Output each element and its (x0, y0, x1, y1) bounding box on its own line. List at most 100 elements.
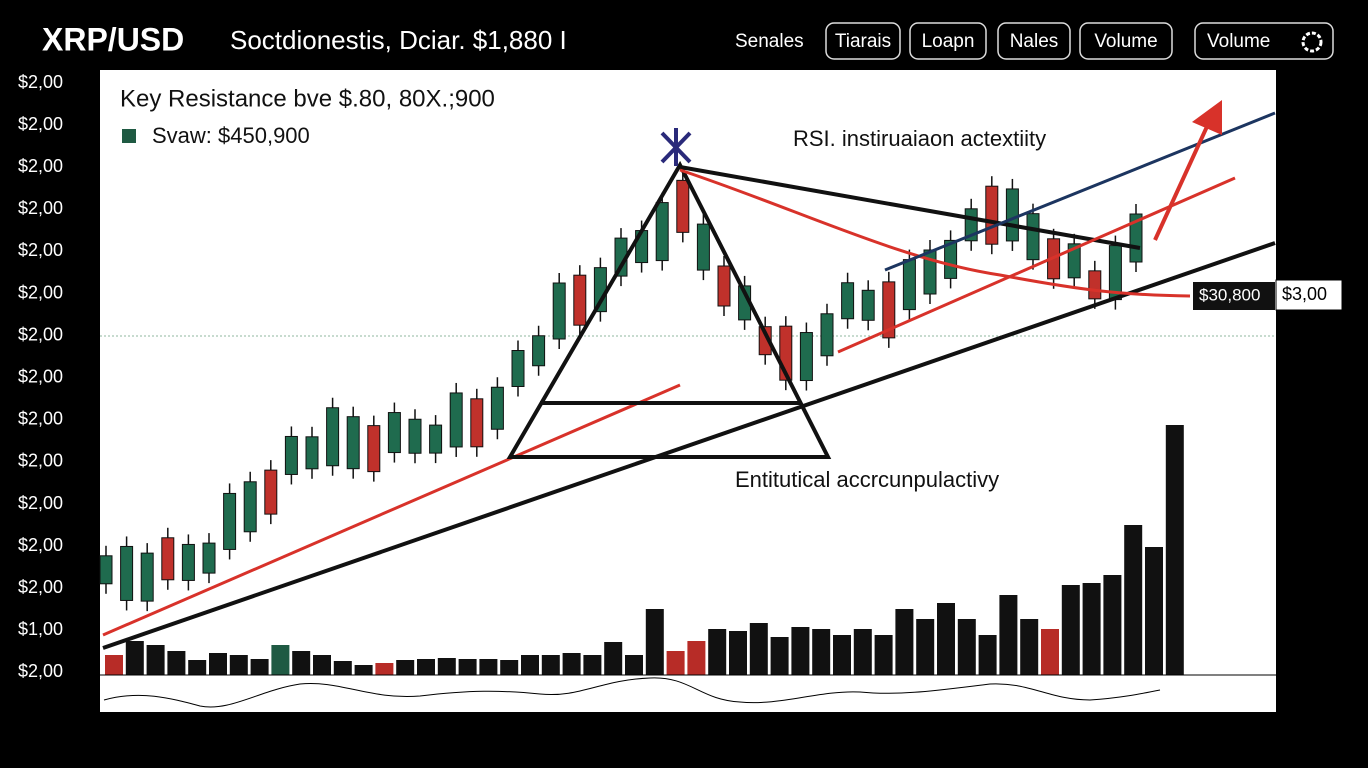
blue-channel (884, 111, 1276, 272)
volume-bar (645, 609, 664, 675)
volume-bar (479, 659, 498, 675)
y-tick-label: $1,00 (18, 619, 63, 639)
candle-body (120, 545, 134, 601)
price-box (1193, 282, 1275, 310)
x-tick-label: Jun (1090, 722, 1119, 742)
legend: Svaw: $450,900 (152, 123, 310, 148)
red-curve (679, 168, 1191, 298)
y-tick-label: $2,00 (18, 366, 63, 386)
tab-label[interactable]: Volume (1094, 31, 1157, 52)
volume-bar (229, 655, 248, 675)
volume-bar (417, 659, 435, 675)
candle-body (1129, 213, 1143, 263)
y-tick-label: $2,00 (18, 114, 63, 134)
candle-body (511, 350, 525, 387)
arrow-shaft (1153, 119, 1212, 241)
candle-body (387, 412, 401, 454)
tab-label: Senales (735, 31, 804, 52)
volume-bar (895, 609, 914, 675)
candle-body (305, 436, 319, 470)
tab-label[interactable]: Loapn (922, 31, 975, 52)
y2-tick-label: $1.00 (1286, 535, 1331, 555)
candle-body (429, 424, 443, 454)
candle-body (161, 537, 175, 581)
y2-tick-label: $1.00 (1286, 577, 1331, 597)
candle-body (1067, 243, 1081, 279)
volume-bar (271, 645, 290, 675)
volume-bar (500, 660, 519, 675)
volume-bar (708, 629, 727, 675)
volume-bar (1041, 629, 1059, 675)
y2-tick-label: $1.00 (1286, 661, 1331, 681)
price-box (1275, 279, 1343, 311)
candle-body (820, 313, 834, 357)
volume-bar (1124, 525, 1143, 675)
volume-bar (458, 659, 477, 675)
candle-body (985, 185, 999, 245)
candle-body (799, 332, 813, 382)
volume-bar (937, 603, 955, 675)
tab-button[interactable] (997, 22, 1071, 60)
volume-bar (541, 655, 560, 675)
tab-button[interactable] (909, 22, 987, 60)
tab-label[interactable]: Nales (1010, 31, 1059, 52)
candle-body (408, 418, 422, 454)
volume-bar (188, 660, 207, 675)
y2-tick-label: $2,00 (1286, 72, 1331, 92)
candle-body (449, 392, 463, 448)
candle-body (861, 289, 875, 321)
volume-bar (250, 659, 269, 675)
volume-bar (978, 635, 997, 675)
volume-bar (146, 645, 165, 675)
volume-bar (209, 653, 227, 675)
price-box-text: $30,800 (1199, 285, 1260, 304)
candle-body (346, 416, 360, 470)
y2-tick-label: $1.00 (1286, 409, 1331, 429)
candle-body (140, 552, 154, 602)
volume-bar (770, 637, 789, 675)
x-tick-label: Aoan (779, 722, 821, 742)
candle-body (223, 492, 237, 550)
candle-body (944, 239, 958, 279)
y-tick-label: $2,00 (18, 156, 63, 176)
volume-bar (729, 631, 747, 675)
volume-bar (812, 629, 831, 675)
y2-tick-label: $2.00 (1286, 493, 1331, 513)
title: XRP/USD (42, 21, 184, 57)
price-box-text: $3,00 (1282, 284, 1327, 304)
y-tick-label: $2,00 (18, 409, 63, 429)
settings-icon[interactable] (1301, 31, 1323, 53)
candle-body (532, 335, 546, 367)
volume-bar (1061, 585, 1080, 675)
candle-body (367, 425, 381, 473)
candle-body (841, 282, 855, 320)
resistance-line (679, 165, 1141, 250)
triangle (506, 160, 832, 459)
volume-bar (354, 665, 373, 675)
y-tick-label: $2,00 (18, 72, 63, 92)
volume-bar (167, 651, 186, 675)
tab-label[interactable]: Volume (1207, 31, 1270, 52)
y-tick-label: $2,00 (18, 198, 63, 218)
x-tick-label: Aon (279, 722, 311, 742)
candle-body (1005, 188, 1019, 242)
candle-body (243, 481, 257, 533)
tab-button[interactable] (1079, 22, 1173, 60)
volume-bar (666, 651, 685, 675)
candle-body (326, 407, 340, 467)
tab-button[interactable] (825, 22, 901, 60)
peak-marker (660, 128, 692, 166)
annotation: Entitutical accrcunpulactivy (735, 467, 999, 492)
volume-bar (437, 658, 456, 675)
tab-button[interactable] (1194, 22, 1334, 60)
red-trend (102, 383, 681, 637)
y2-tick-label: $1.00 (1286, 114, 1331, 134)
arrow-head (1192, 100, 1222, 135)
volume-bar (292, 651, 311, 675)
candle-body (676, 179, 690, 233)
volume-bar (625, 655, 643, 675)
volume-bar (916, 619, 935, 675)
tab-label[interactable]: Tiarais (835, 31, 891, 52)
volume-bar (105, 655, 123, 675)
